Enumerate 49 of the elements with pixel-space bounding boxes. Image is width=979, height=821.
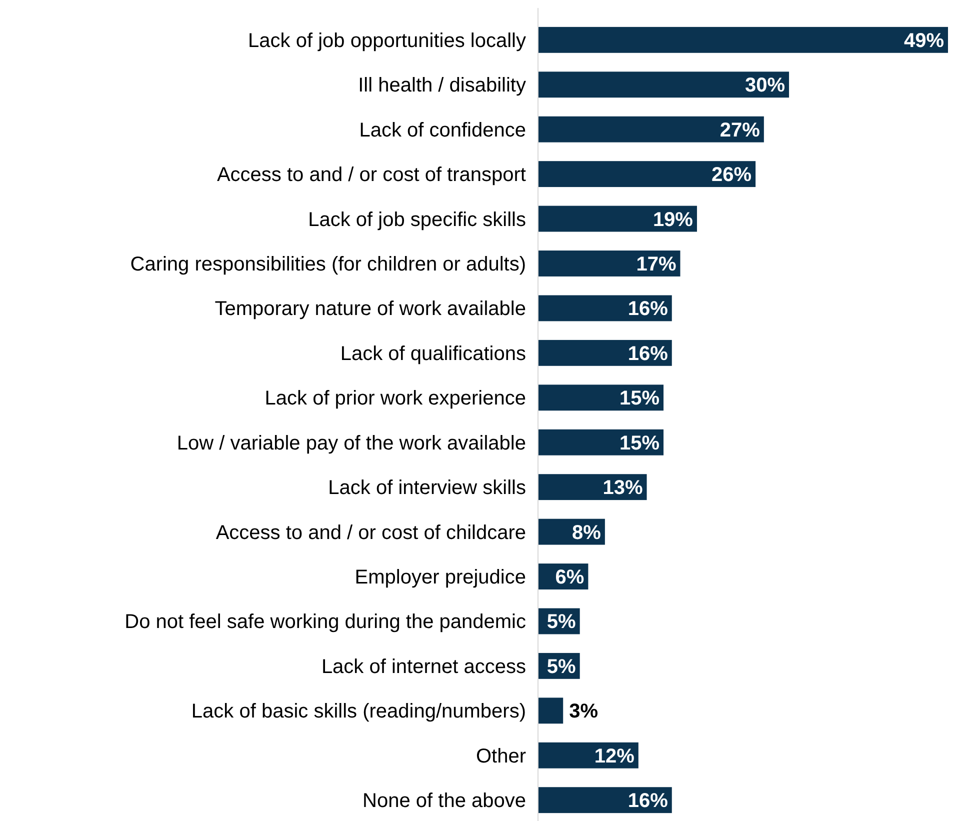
y-tick-label: Access to and / or cost of childcare xyxy=(216,522,526,544)
bar xyxy=(538,295,672,322)
data-label: 5% xyxy=(546,656,576,678)
bar xyxy=(538,384,664,411)
data-label: 16% xyxy=(628,298,668,320)
y-tick-label: Do not feel safe working during the pandemic xyxy=(124,611,526,634)
y-tick-label: Access to and / or cost of transport xyxy=(216,164,526,186)
bar xyxy=(538,26,948,53)
bar xyxy=(538,72,790,98)
bar xyxy=(538,474,647,500)
y-tick-label: Employer prejudice xyxy=(354,566,526,589)
data-label: 6% xyxy=(555,566,584,589)
data-label: 19% xyxy=(652,208,694,231)
data-label: 5% xyxy=(546,611,576,634)
y-tick-label: Lack of interview skills xyxy=(328,477,526,500)
data-label: 16% xyxy=(628,342,668,365)
y-tick-label: Lack of job opportunities locally xyxy=(248,30,526,52)
bar xyxy=(538,250,680,276)
data-label: 16% xyxy=(628,790,668,812)
y-tick-label: Lack of internet access xyxy=(321,656,526,678)
data-label: 12% xyxy=(594,745,635,768)
data-label: 17% xyxy=(636,253,676,276)
data-label: 49% xyxy=(904,30,944,52)
data-label: 8% xyxy=(572,522,602,544)
y-tick-label: Low / variable pay of the work available xyxy=(176,432,526,454)
y-tick-label: Lack of job specific skills xyxy=(308,208,526,231)
data-label: 30% xyxy=(744,74,786,97)
y-tick-label: None of the above xyxy=(362,790,526,812)
y-tick-label: Lack of prior work experience xyxy=(264,388,526,410)
y-tick-label: Lack of basic skills (reading/numbers) xyxy=(191,700,526,723)
y-tick-label: Other xyxy=(476,745,526,768)
y-tick-label: Ill health / disability xyxy=(358,74,526,97)
bar xyxy=(538,340,672,366)
bar xyxy=(538,698,564,724)
data-label: 26% xyxy=(712,164,752,186)
data-label: 3% xyxy=(569,700,598,723)
bar xyxy=(538,429,664,456)
data-label: 27% xyxy=(720,119,760,142)
y-tick-label: Lack of confidence xyxy=(359,119,526,142)
bar xyxy=(538,161,756,188)
bar xyxy=(538,116,764,142)
y-tick-label: Caring responsibilities (for children or adults) xyxy=(130,253,526,276)
data-label: 15% xyxy=(619,388,660,410)
bar xyxy=(538,206,697,232)
y-tick-label: Temporary nature of work available xyxy=(214,298,526,320)
data-label: 15% xyxy=(619,432,660,454)
bar xyxy=(538,787,672,814)
data-label: 13% xyxy=(602,477,643,500)
y-tick-label: Lack of qualifications xyxy=(340,342,526,365)
